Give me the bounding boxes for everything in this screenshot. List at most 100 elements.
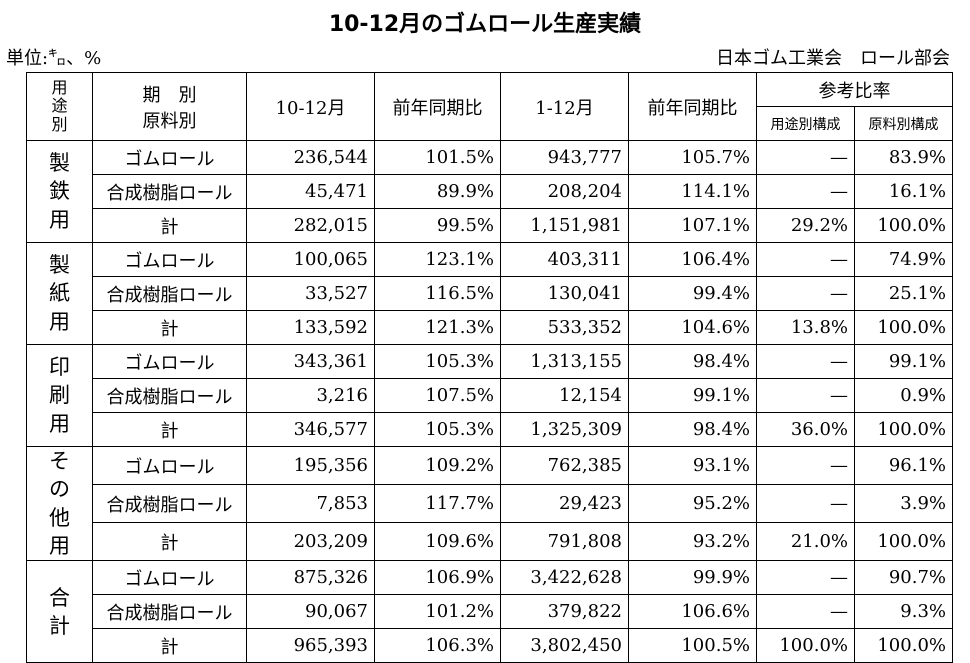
table-cell: 74.9% (854, 242, 953, 277)
table-cell: 282,015 (246, 208, 375, 243)
group-label-char: 刷 (49, 383, 70, 408)
header-subrow: 用途別構成 原料別構成 (27, 106, 953, 141)
table-cell: 99.9% (628, 560, 757, 596)
table-cell: 403,311 (500, 242, 629, 277)
table-cell: 116.5% (374, 276, 501, 311)
table-cell: 12,154 (500, 378, 629, 413)
table-cell: 762,385 (500, 445, 629, 486)
group-label-char: の (49, 477, 70, 502)
row-label: 計 (92, 412, 247, 447)
header-q-yoy: 前年同期比 (374, 72, 501, 141)
row-label: 計 (92, 310, 247, 345)
table-cell: 943,777 (500, 140, 629, 175)
table-cell: 29,423 (500, 484, 629, 524)
table-cell: 90.7% (854, 560, 953, 596)
header-period-cell: 期 別 原料別 (92, 72, 247, 141)
row-label: 計 (92, 628, 247, 663)
header-ref-use: 用途別構成 (756, 106, 855, 141)
table-cell: 3,216 (246, 378, 375, 413)
group-label: その他用 (26, 445, 93, 562)
table-cell: 346,577 (246, 412, 375, 447)
table-cell: 99.1% (628, 378, 757, 413)
row-label: ゴムロール (92, 140, 247, 175)
table-cell: 379,822 (500, 594, 629, 630)
unit-label: 単位:㌔、% (6, 48, 102, 69)
group-label-char: 他 (49, 505, 70, 530)
group-label-char: 印 (49, 354, 70, 379)
table-row: 計 203,209 109.6% 791,808 93.2% 21.0% 100.0% (27, 522, 953, 562)
table-cell: 875,326 (246, 560, 375, 596)
table-cell: 90,067 (246, 594, 375, 630)
table-cell: — (756, 344, 855, 379)
header-ref-material: 原料別構成 (854, 106, 953, 141)
header-row: 用 途 別 期 別 原料別 10-12月 前年同期比 1-12月 前年同期比 参… (26, 72, 953, 141)
table-row: 製鉄用ゴムロール 236,544 101.5% 943,777 105.7% —83.9% (26, 140, 953, 243)
header-group-cell: 用 途 別 (26, 72, 93, 141)
group-label: 製鉄用 (26, 140, 93, 243)
table-row: 合成樹脂ロール 90,067 101.2% 379,822 106.6% —9.3% (27, 594, 953, 630)
table-cell: 36.0% (756, 412, 855, 447)
table-cell: 99.5% (374, 208, 501, 243)
table-row: 合成樹脂ロール 3,216 107.5% 12,154 99.1% —0.9% (27, 378, 953, 413)
table-cell: 100.0% (854, 412, 953, 447)
row-label: ゴムロール (92, 242, 247, 277)
header-group-char: 用 (51, 77, 68, 97)
table-cell: 105.7% (628, 140, 757, 175)
table-cell: 208,204 (500, 174, 629, 209)
group-label-char: 合 (49, 585, 70, 610)
table-cell: 104.6% (628, 310, 757, 345)
table-cell: 109.6% (374, 522, 501, 562)
group-label: 合計 (26, 560, 93, 663)
group-label-char: 用 (49, 309, 70, 334)
table-cell: 3,802,450 (500, 628, 629, 663)
table-cell: 109.2% (374, 445, 501, 486)
table-cell: — (756, 445, 855, 486)
table-cell: 33,527 (246, 276, 375, 311)
group-label-char: 用 (49, 534, 70, 559)
table-cell: 95.2% (628, 484, 757, 524)
table-cell: 123.1% (374, 242, 501, 277)
group-label-char: 紙 (49, 281, 70, 306)
organization-label: 日本ゴム工業会 ロール部会 (716, 48, 950, 69)
row-label: ゴムロール (92, 560, 247, 596)
page-title: 10-12月のゴムロール生産実績 (328, 12, 642, 37)
table-row: 合計ゴムロール 875,326 106.9% 3,422,628 99.9% —90.7% (26, 560, 953, 663)
table-row: 合成樹脂ロール 7,853 117.7% 29,423 95.2% —3.9% (27, 484, 953, 524)
table-cell: — (756, 378, 855, 413)
table-cell: 117.7% (374, 484, 501, 524)
table-cell: 106.9% (374, 560, 501, 596)
table-cell: 114.1% (628, 174, 757, 209)
table-cell: — (756, 484, 855, 524)
table-cell: 195,356 (246, 445, 375, 486)
table-cell: 9.3% (854, 594, 953, 630)
table-cell: 236,544 (246, 140, 375, 175)
table-cell: 0.9% (854, 378, 953, 413)
group-label-char: 鉄 (49, 179, 70, 204)
row-label: 合成樹脂ロール (92, 378, 247, 413)
header-group-char: 途 (51, 96, 68, 116)
table-cell: 100.0% (854, 628, 953, 663)
table-cell: 130,041 (500, 276, 629, 311)
table-cell: 98.4% (628, 412, 757, 447)
table-cell: 98.4% (628, 344, 757, 379)
table-cell: 96.1% (854, 445, 953, 486)
table-cell: 100.0% (854, 522, 953, 562)
table-cell: 100.0% (854, 310, 953, 345)
row-label: ゴムロール (92, 344, 247, 379)
row-label: 計 (92, 208, 247, 243)
table-cell: 107.5% (374, 378, 501, 413)
table-cell: — (756, 140, 855, 175)
table-cell: 3.9% (854, 484, 953, 524)
table-cell: 99.4% (628, 276, 757, 311)
table-cell: 93.1% (628, 445, 757, 486)
table-cell: 105.3% (374, 412, 501, 447)
table-cell: 3,422,628 (500, 560, 629, 596)
group-label-char: 計 (49, 613, 70, 638)
header-year: 1-12月 (500, 72, 629, 141)
table-cell: 105.3% (374, 344, 501, 379)
group-label: 印刷用 (26, 344, 93, 447)
header-material: 原料別 (142, 110, 197, 132)
header-ref: 参考比率 (756, 72, 953, 107)
row-label: 合成樹脂ロール (92, 484, 247, 524)
group-label-char: そ (49, 449, 70, 473)
